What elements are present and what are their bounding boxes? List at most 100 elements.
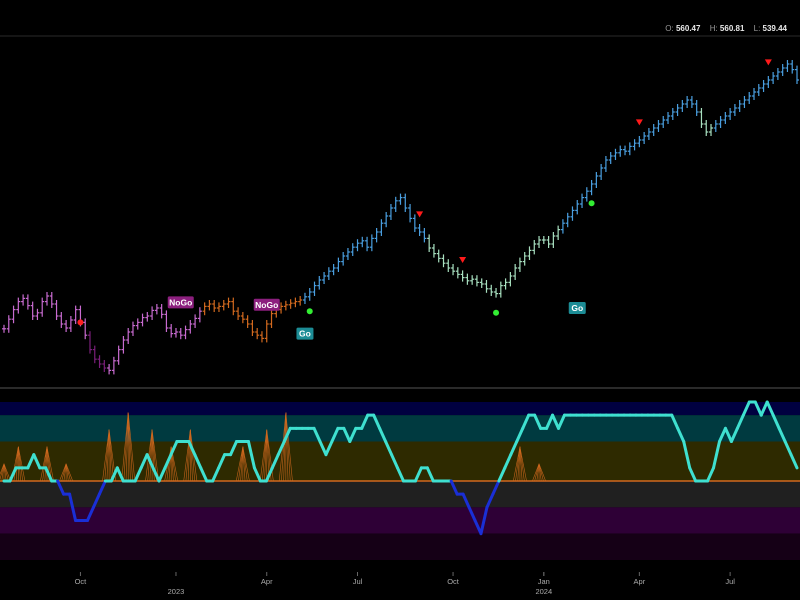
price-bar	[455, 267, 460, 279]
oscillator-segment	[252, 466, 262, 483]
price-bar	[608, 152, 613, 164]
oscillator-segment	[133, 466, 143, 483]
price-bar	[49, 292, 54, 308]
price-bar	[102, 360, 107, 372]
price-bar	[11, 305, 16, 324]
price-bar	[465, 273, 470, 285]
price-bar	[360, 236, 365, 248]
price-bar	[785, 60, 790, 72]
price-bar	[302, 292, 307, 304]
price-bar	[451, 264, 456, 276]
oscillator-segment	[199, 466, 209, 483]
price-bar	[250, 320, 255, 336]
oscillator-panel[interactable]	[0, 400, 800, 560]
red-dot-marker	[77, 319, 84, 326]
price-bar	[202, 302, 207, 316]
price-bar	[470, 275, 475, 285]
price-bar	[560, 219, 565, 234]
price-bar	[546, 236, 551, 248]
momentum-bubble	[235, 446, 250, 482]
oscillator-band	[0, 415, 800, 442]
price-bar	[694, 100, 699, 116]
oscillator-segment	[771, 413, 781, 430]
go-label: Go	[568, 302, 586, 314]
oscillator-segment	[551, 413, 561, 430]
momentum-bubble	[59, 463, 73, 482]
oscillator-segment	[396, 466, 405, 483]
high-value: 560.81	[719, 24, 745, 33]
price-bar	[173, 328, 178, 338]
price-bar	[236, 307, 241, 320]
price-bar	[135, 318, 140, 330]
price-bar	[398, 193, 403, 205]
price-bar	[140, 313, 145, 327]
price-bar	[269, 309, 274, 328]
price-bar	[54, 300, 59, 320]
oscillator-segment	[372, 413, 382, 430]
price-bar	[240, 312, 245, 324]
price-bar	[603, 156, 608, 172]
price-bar	[355, 239, 360, 252]
oscillator-segment	[324, 440, 334, 457]
price-bar	[164, 310, 169, 332]
oscillator-segment	[229, 440, 239, 457]
price-bar	[537, 236, 542, 248]
price-bar	[594, 172, 599, 188]
price-bar	[713, 120, 718, 132]
price-bar	[30, 301, 35, 320]
oscillator-segment	[735, 413, 745, 430]
x-tick-label: Jan	[538, 577, 550, 586]
green-dot-marker	[588, 200, 595, 207]
down-triangle-marker	[459, 257, 467, 263]
price-bar	[498, 281, 503, 298]
price-bar	[183, 325, 188, 340]
price-bar	[2, 324, 6, 333]
oscillator-segment	[503, 453, 513, 470]
oscillator-segment	[342, 426, 352, 443]
price-bar	[317, 276, 322, 290]
price-bar	[216, 302, 221, 312]
price-bar	[484, 280, 489, 293]
price-bar	[651, 124, 656, 136]
oscillator-segment	[521, 413, 531, 430]
price-bar	[83, 318, 88, 340]
oscillator-segment	[712, 440, 721, 470]
oscillator-segment	[187, 440, 197, 457]
oscillator-band	[0, 481, 800, 508]
green-dot-marker	[493, 309, 500, 316]
oscillator-segment	[777, 426, 787, 443]
price-bar	[656, 120, 661, 132]
price-bar	[474, 275, 479, 287]
price-panel[interactable]: NoGo NoGo Go Go	[0, 0, 800, 389]
oscillator-segment	[706, 466, 716, 483]
oscillator-segment	[163, 453, 173, 470]
momentum-bubble	[259, 429, 274, 482]
open-label: O:	[665, 24, 674, 33]
price-bar	[551, 232, 556, 248]
price-bar	[599, 164, 604, 180]
oscillator-segment	[145, 453, 155, 470]
price-bar	[384, 212, 389, 228]
momentum-bubble	[121, 412, 136, 482]
x-tick-label: 2023	[168, 587, 185, 596]
oscillator-segment	[139, 453, 149, 470]
price-bar	[642, 132, 647, 144]
price-bar	[742, 96, 747, 108]
nogo-label: NoGo	[253, 298, 280, 311]
ohlc-readout: O: 560.47 H: 560.81 L: 539.44	[665, 24, 794, 33]
price-bar	[775, 68, 780, 80]
price-bar	[130, 321, 135, 336]
price-bar	[145, 312, 150, 322]
price-bar	[259, 331, 264, 343]
price-bar	[756, 84, 761, 96]
price-bar	[446, 259, 451, 272]
price-bar	[374, 228, 379, 243]
price-bar	[704, 120, 709, 136]
price-bar	[737, 100, 742, 112]
price-bar	[379, 219, 384, 236]
price-bar	[326, 267, 331, 280]
price-bar	[790, 60, 795, 74]
price-bar	[6, 315, 11, 333]
price-bar	[771, 72, 776, 84]
oscillator-segment	[682, 440, 692, 470]
